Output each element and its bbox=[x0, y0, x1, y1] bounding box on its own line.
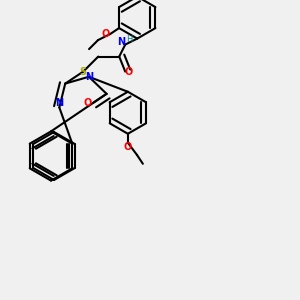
Text: N: N bbox=[85, 72, 93, 82]
Text: H: H bbox=[126, 35, 132, 44]
Text: O: O bbox=[124, 142, 132, 152]
Text: O: O bbox=[125, 67, 133, 76]
Text: O: O bbox=[84, 98, 92, 108]
Text: N: N bbox=[55, 98, 63, 108]
Text: O: O bbox=[101, 29, 110, 39]
Text: S: S bbox=[80, 67, 87, 76]
Text: N: N bbox=[117, 37, 125, 46]
